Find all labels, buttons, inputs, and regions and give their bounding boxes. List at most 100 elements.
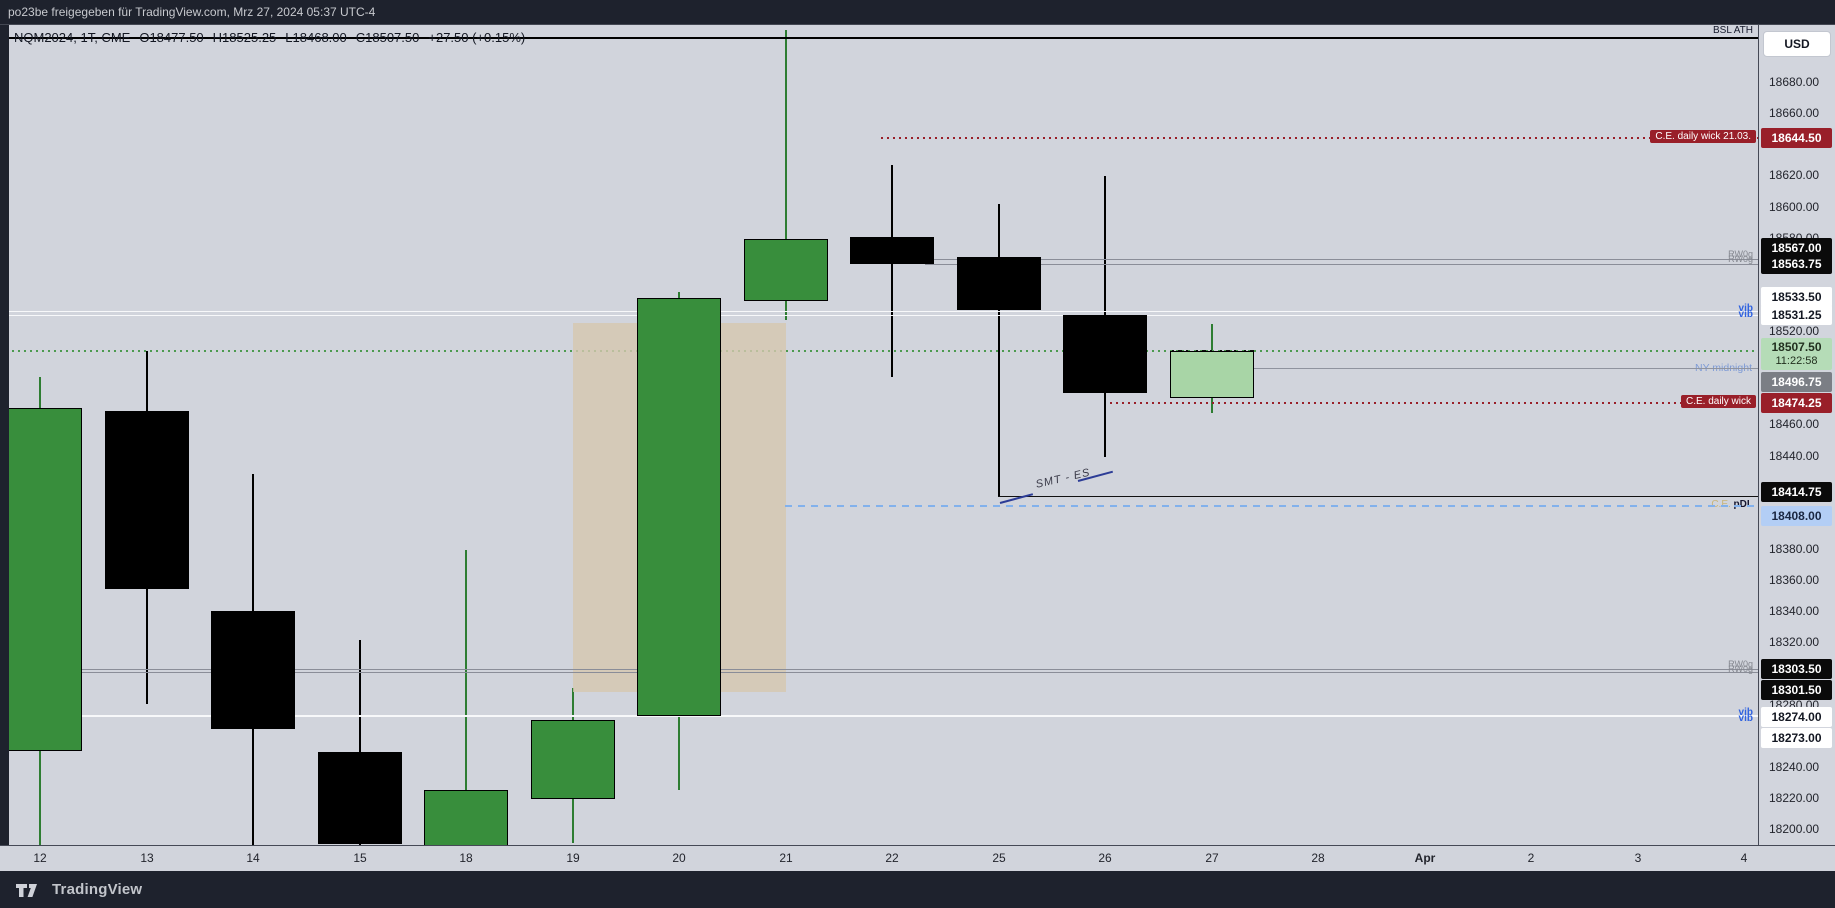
price-tick-18200: 18200.00 [1769, 822, 1820, 836]
ce-daily-wick-label-2[interactable]: C.E. daily wick [1680, 395, 1756, 408]
smt-divergence-label[interactable]: SMT - ES [1034, 466, 1092, 491]
candle-body-27[interactable] [1170, 351, 1254, 398]
chart-plot-area[interactable]: SMT - ES BSL ATH C.E. daily wick 21.03. C.E… [0, 25, 1758, 845]
date-label-28[interactable]: 28 [1311, 851, 1325, 865]
candle-wick-15 [359, 640, 361, 845]
price-badge-18533.50: 18533.50 [1761, 287, 1832, 307]
candle-body-25[interactable] [957, 257, 1041, 310]
date-label-19[interactable]: 19 [566, 851, 580, 865]
bsl-ath-label: BSL ATH [1712, 25, 1753, 36]
date-label-14[interactable]: 14 [246, 851, 260, 865]
candle-wick-21 [785, 30, 787, 320]
price-tick-18320: 18320.00 [1769, 635, 1820, 649]
date-label-27[interactable]: 27 [1205, 851, 1219, 865]
tradingview-brand[interactable]: TradingView [52, 881, 143, 898]
price-tick-18460: 18460.00 [1769, 417, 1820, 431]
price-axis[interactable]: USD 18680.0018660.0018620.0018600.001858… [1758, 25, 1835, 845]
price-line-bsl-ath [0, 37, 1758, 39]
price-line-rwog-low-b [0, 672, 1758, 673]
price-line-ny-midnight [1254, 368, 1758, 369]
price-tick-18520: 18520.00 [1769, 324, 1820, 338]
price-line-current-price [0, 350, 1758, 352]
price-line-rwog-high-a [925, 259, 1758, 260]
pdl-label: pDL [1734, 499, 1753, 510]
date-label-15[interactable]: 15 [353, 851, 367, 865]
price-tick-18380: 18380.00 [1769, 542, 1820, 556]
tradingview-logo-icon[interactable] [14, 880, 44, 900]
price-tick-18220: 18220.00 [1769, 791, 1820, 805]
price-line-pdl [785, 505, 1758, 507]
price-badge-18496.75: 18496.75 [1761, 372, 1832, 392]
price-badge-18274.00: 18274.00 [1761, 707, 1832, 727]
line-end-label-vib-3: vib vib [1738, 707, 1753, 724]
date-label-18[interactable]: 18 [459, 851, 473, 865]
smt-divergence-line-1[interactable] [999, 493, 1034, 504]
price-line-rwog-low-a [0, 669, 1758, 670]
candle-body-12[interactable] [0, 408, 82, 751]
candle-body-19[interactable] [531, 720, 615, 799]
price-badge-18567.00: 18567.00 [1761, 238, 1832, 258]
legend-change: +27.50 (+0.15%) [428, 30, 526, 45]
window-title-bar: po23be freigegeben für TradingView.com, … [0, 0, 1835, 25]
candle-wick-18 [465, 550, 467, 845]
legend-symbol[interactable]: NQM2024, 1T, CME [14, 30, 131, 45]
price-line-vib-high-a [0, 311, 1758, 312]
price-tick-18600: 18600.00 [1769, 200, 1820, 214]
pdl-label-group: C.E. pDL [1711, 499, 1753, 510]
price-badge-18644.50: 18644.50 [1761, 128, 1832, 148]
price-tick-18240: 18240.00 [1769, 760, 1820, 774]
legend-open: O18477.50 [139, 30, 204, 45]
price-tick-18340: 18340.00 [1769, 604, 1820, 618]
price-line-vib-low-b [0, 716, 1758, 717]
left-edge-strip [0, 25, 9, 845]
time-axis[interactable]: 12 13 14 15 18 19 20 21 22 25 26 27 28 Apr 2 3 4 [0, 845, 1835, 871]
date-label-25[interactable]: 25 [992, 851, 1006, 865]
date-label-12[interactable]: 12 [33, 851, 47, 865]
line-end-label-vib-1: vib vib [1738, 303, 1753, 320]
date-label-13[interactable]: 13 [140, 851, 154, 865]
price-tick-18360: 18360.00 [1769, 573, 1820, 587]
price-badge-18303.50: 18303.50 [1761, 659, 1832, 679]
date-label-20[interactable]: 20 [672, 851, 686, 865]
price-badge-18273.00: 18273.00 [1761, 728, 1832, 748]
date-label-4[interactable]: 4 [1740, 851, 1748, 865]
date-label-2[interactable]: 2 [1527, 851, 1535, 865]
legend-close: C18507.50 [355, 30, 420, 45]
legend-low: L18468.00 [285, 30, 347, 45]
candle-body-22[interactable] [850, 237, 934, 264]
line-end-label-rw0g-2: RW0g RW0g [1728, 659, 1753, 674]
ce-label: C.E. [1711, 499, 1730, 510]
price-line-ce-daily-wick-21-03 [881, 137, 1758, 139]
line-end-label-rw0g-0: RW0g RW0g [1728, 249, 1753, 264]
candle-body-15[interactable] [318, 752, 402, 844]
price-badge-18408.00: 18408.00 [1761, 506, 1832, 526]
price-badge-18301.50: 18301.50 [1761, 680, 1832, 700]
date-label-21[interactable]: 21 [779, 851, 793, 865]
price-badge-18507.50: 18507.50 11:22:58 [1761, 338, 1832, 370]
date-label-22[interactable]: 22 [885, 851, 899, 865]
legend-high: H18525.25 [212, 30, 277, 45]
footer-bar: TradingView [0, 871, 1835, 908]
symbol-legend[interactable]: NQM2024, 1T, CME O18477.50 H18525.25 L18468… [14, 30, 534, 45]
price-tick-18660: 18660.00 [1769, 106, 1820, 120]
candle-body-26[interactable] [1063, 315, 1147, 393]
ce-daily-wick-label-1[interactable]: C.E. daily wick 21.03. [1650, 130, 1756, 143]
date-label-26[interactable]: 26 [1098, 851, 1112, 865]
candle-body-13[interactable] [105, 411, 189, 589]
price-badge-18563.75: 18563.75 [1761, 254, 1832, 274]
candle-body-21[interactable] [744, 239, 828, 301]
price-badge-18531.25: 18531.25 [1761, 305, 1832, 325]
candle-body-20[interactable] [637, 298, 721, 716]
date-label-3[interactable]: 3 [1634, 851, 1642, 865]
share-caption: po23be freigegeben für TradingView.com, … [8, 5, 376, 19]
candle-body-18[interactable] [424, 790, 508, 845]
currency-toggle-button[interactable]: USD [1763, 31, 1831, 57]
date-label-Apr[interactable]: Apr [1414, 851, 1436, 865]
price-line-vib-high-b [0, 315, 1758, 316]
price-tick-18620: 18620.00 [1769, 168, 1820, 182]
price-badge-18414.75: 18414.75 [1761, 482, 1832, 502]
price-tick-18680: 18680.00 [1769, 75, 1820, 89]
candle-body-14[interactable] [211, 611, 295, 729]
price-badge-18474.25: 18474.25 [1761, 393, 1832, 413]
